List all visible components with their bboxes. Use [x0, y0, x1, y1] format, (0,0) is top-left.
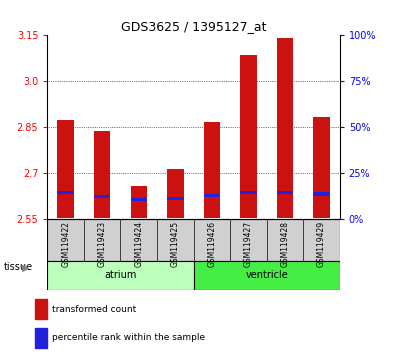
Text: GSM119427: GSM119427 [244, 221, 253, 267]
Text: atrium: atrium [104, 270, 137, 280]
Text: transformed count: transformed count [53, 305, 137, 314]
Bar [313, 193, 330, 195]
Text: GSM119425: GSM119425 [171, 221, 180, 267]
Bar [94, 131, 111, 218]
Text: GSM119424: GSM119424 [134, 221, 143, 267]
Bar [35, 299, 47, 319]
Bar [130, 198, 147, 201]
Bar [94, 195, 111, 198]
Bar [194, 261, 340, 290]
Bar [240, 191, 257, 194]
Text: GSM119429: GSM119429 [317, 221, 326, 267]
Bar [35, 328, 47, 348]
Bar [130, 186, 147, 218]
Title: GDS3625 / 1395127_at: GDS3625 / 1395127_at [121, 20, 266, 33]
Text: percentile rank within the sample: percentile rank within the sample [53, 333, 205, 343]
Text: GSM119422: GSM119422 [61, 221, 70, 267]
Bar [167, 198, 184, 200]
Bar [167, 169, 184, 218]
Text: ventricle: ventricle [245, 270, 288, 280]
Bar [47, 261, 194, 290]
Bar [57, 191, 74, 194]
Bar [47, 219, 340, 261]
Bar [276, 191, 293, 194]
Text: GSM119428: GSM119428 [280, 221, 290, 267]
Text: ▶: ▶ [22, 262, 29, 272]
Bar [57, 120, 74, 218]
Text: GSM119423: GSM119423 [98, 221, 107, 267]
Bar [240, 55, 257, 218]
Bar [203, 122, 220, 218]
Text: GSM119426: GSM119426 [207, 221, 216, 267]
Text: tissue: tissue [4, 262, 33, 272]
Bar [276, 39, 293, 218]
Bar [203, 194, 220, 197]
Bar [313, 117, 330, 218]
